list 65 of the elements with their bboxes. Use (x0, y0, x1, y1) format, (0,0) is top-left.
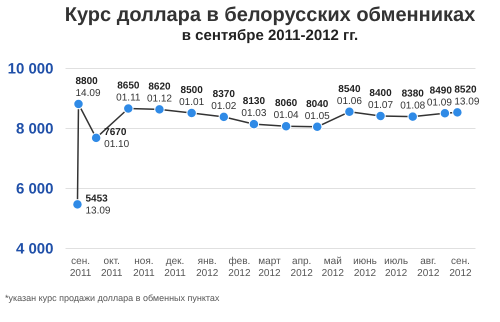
point (73, 98, 84, 110)
point (344, 106, 355, 118)
data-label: 8400 (369, 88, 392, 99)
annotation: 01.11 (116, 92, 141, 104)
data-label: 8040 (306, 98, 329, 110)
x-tick-label: дек. 2011 (164, 256, 186, 279)
point (440, 108, 450, 119)
annotation: 01.09 (426, 97, 452, 108)
y-tick-label: 8 000 (16, 120, 54, 138)
point (375, 110, 386, 122)
annotation: 01.06 (336, 96, 362, 107)
annotation: 01.10 (104, 138, 130, 150)
data-label: 8130 (242, 96, 266, 108)
point (72, 199, 83, 210)
data-label: 8380 (402, 88, 424, 100)
x-tick-label: сен. 2011 (70, 256, 92, 279)
annotation: 01.03 (241, 108, 267, 120)
x-tick-label: май 2012 (322, 256, 344, 279)
data-label: 8650 (117, 80, 140, 92)
point (407, 111, 418, 122)
annotation: 01.07 (368, 100, 394, 111)
y-tick-label: 6 000 (16, 180, 54, 198)
data-label: 5453 (85, 193, 108, 204)
data-label: 8060 (274, 98, 298, 110)
x-tick-label: апр. 2012 (290, 256, 314, 279)
data-label: 8370 (212, 88, 236, 100)
annotation: 01.12 (146, 93, 172, 104)
point (218, 112, 230, 122)
x-tick-label: март 2012 (258, 256, 282, 279)
x-tick-label: фев. 2012 (228, 256, 251, 279)
annotation: 14.09 (75, 88, 101, 99)
point (123, 103, 134, 114)
point (248, 118, 260, 130)
data-label: 8540 (338, 84, 361, 95)
x-tick-label: июль 2012 (384, 256, 408, 279)
point (154, 104, 165, 115)
annotation: 13.09 (454, 96, 480, 108)
annotation: 01.08 (400, 100, 426, 112)
data-label: 7670 (104, 126, 127, 138)
data-label: 8620 (148, 81, 172, 92)
point (90, 132, 102, 144)
data-label: 8490 (430, 85, 452, 96)
y-tick-label: 4 000 (16, 240, 54, 258)
text: *указан курс продажи доллара в обменных пунктах (5, 293, 220, 303)
data-label: 8520 (454, 84, 478, 96)
annotation: 01.05 (304, 110, 330, 122)
point (312, 122, 322, 132)
y-tick-label: 10 000 (8, 60, 54, 78)
annotation: 01.04 (274, 110, 300, 122)
annotation: 01.02 (211, 100, 237, 112)
x-tick-label: ноя. 2011 (133, 256, 156, 279)
x-tick-label: июнь 2012 (353, 256, 377, 279)
chart-subtitle: в сентябре 2011-2012 гг. (182, 27, 358, 44)
data-label: 8500 (180, 85, 204, 96)
x-tick-label: янв. 2012 (196, 256, 219, 279)
x-tick-label: авг. 2012 (417, 256, 440, 279)
data-label: 8800 (75, 76, 98, 87)
x-tick-label: сен. 2012 (449, 256, 472, 279)
annotation: 13.09 (85, 205, 111, 216)
annotation: 01.01 (179, 97, 205, 108)
point (280, 120, 292, 132)
chart-title: Курс доллара в белорусских обменниках (64, 4, 476, 26)
x-tick-label: окт. 2011 (100, 256, 123, 279)
point (186, 108, 197, 118)
point (452, 107, 463, 118)
